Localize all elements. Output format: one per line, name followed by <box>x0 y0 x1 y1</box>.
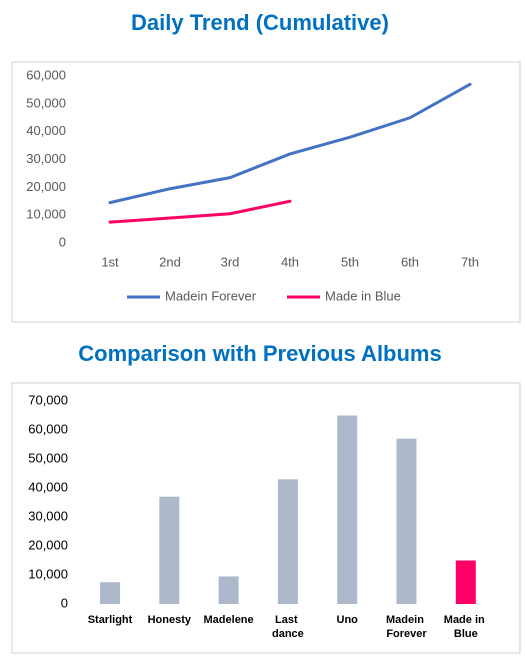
y-tick-label: 40,000 <box>26 123 66 138</box>
chart-title: Daily Trend (Cumulative) <box>131 10 389 35</box>
x-tick-label: Made in Blue <box>444 614 488 640</box>
bar <box>396 438 417 604</box>
y-tick-label: 70,000 <box>28 392 68 407</box>
bar <box>218 576 239 604</box>
y-tick-label: 0 <box>59 234 66 249</box>
y-tick-label: 0 <box>61 595 68 610</box>
x-tick-label: Madein Forever <box>386 614 427 640</box>
bar <box>337 415 358 604</box>
y-tick-label: 20,000 <box>26 179 66 194</box>
y-tick-label: 60,000 <box>28 421 68 436</box>
y-tick-label: 50,000 <box>26 95 66 110</box>
y-tick-label: 40,000 <box>28 479 68 494</box>
y-tick-label: 50,000 <box>28 450 68 465</box>
line <box>108 199 292 224</box>
x-tick-label: Madelene <box>204 614 254 626</box>
line-chart: 0 10,000 20,000 30,000 40,000 50,000 60,000 1st… <box>26 67 479 303</box>
bar-chart: 0 10,000 20,000 30,000 40,000 50,000 60,000 70,… <box>28 392 488 639</box>
x-tick-label: Starlight <box>88 614 133 626</box>
bar <box>277 479 298 604</box>
bar <box>455 560 476 604</box>
line <box>108 82 472 205</box>
x-tick-label: Honesty <box>148 614 192 626</box>
y-tick-label: 60,000 <box>26 67 66 82</box>
x-tick-label: 3rd <box>221 254 240 269</box>
x-tick-label: 5th <box>341 254 359 269</box>
y-tick-label: 30,000 <box>26 151 66 166</box>
chart-title: Comparison with Previous Albums <box>78 341 441 366</box>
y-tick-label: 20,000 <box>28 537 68 552</box>
y-tick-label: 30,000 <box>28 508 68 523</box>
bar <box>100 582 120 604</box>
x-tick-label: 7th <box>461 254 479 269</box>
x-tick-label: 4th <box>281 254 299 269</box>
x-tick-label: 6th <box>401 254 419 269</box>
y-tick-label: 10,000 <box>26 207 66 222</box>
x-tick-label: 1st <box>101 254 119 269</box>
bar <box>159 496 180 604</box>
legend-label: Madein Forever <box>165 288 257 303</box>
chart-frame <box>11 61 521 323</box>
chart-frame <box>11 382 521 654</box>
x-tick-label: Last dance <box>272 614 304 640</box>
x-tick-label: Uno <box>337 614 359 626</box>
y-tick-label: 10,000 <box>28 566 68 581</box>
legend-label: Made in Blue <box>325 288 401 303</box>
x-tick-label: 2nd <box>159 254 181 269</box>
